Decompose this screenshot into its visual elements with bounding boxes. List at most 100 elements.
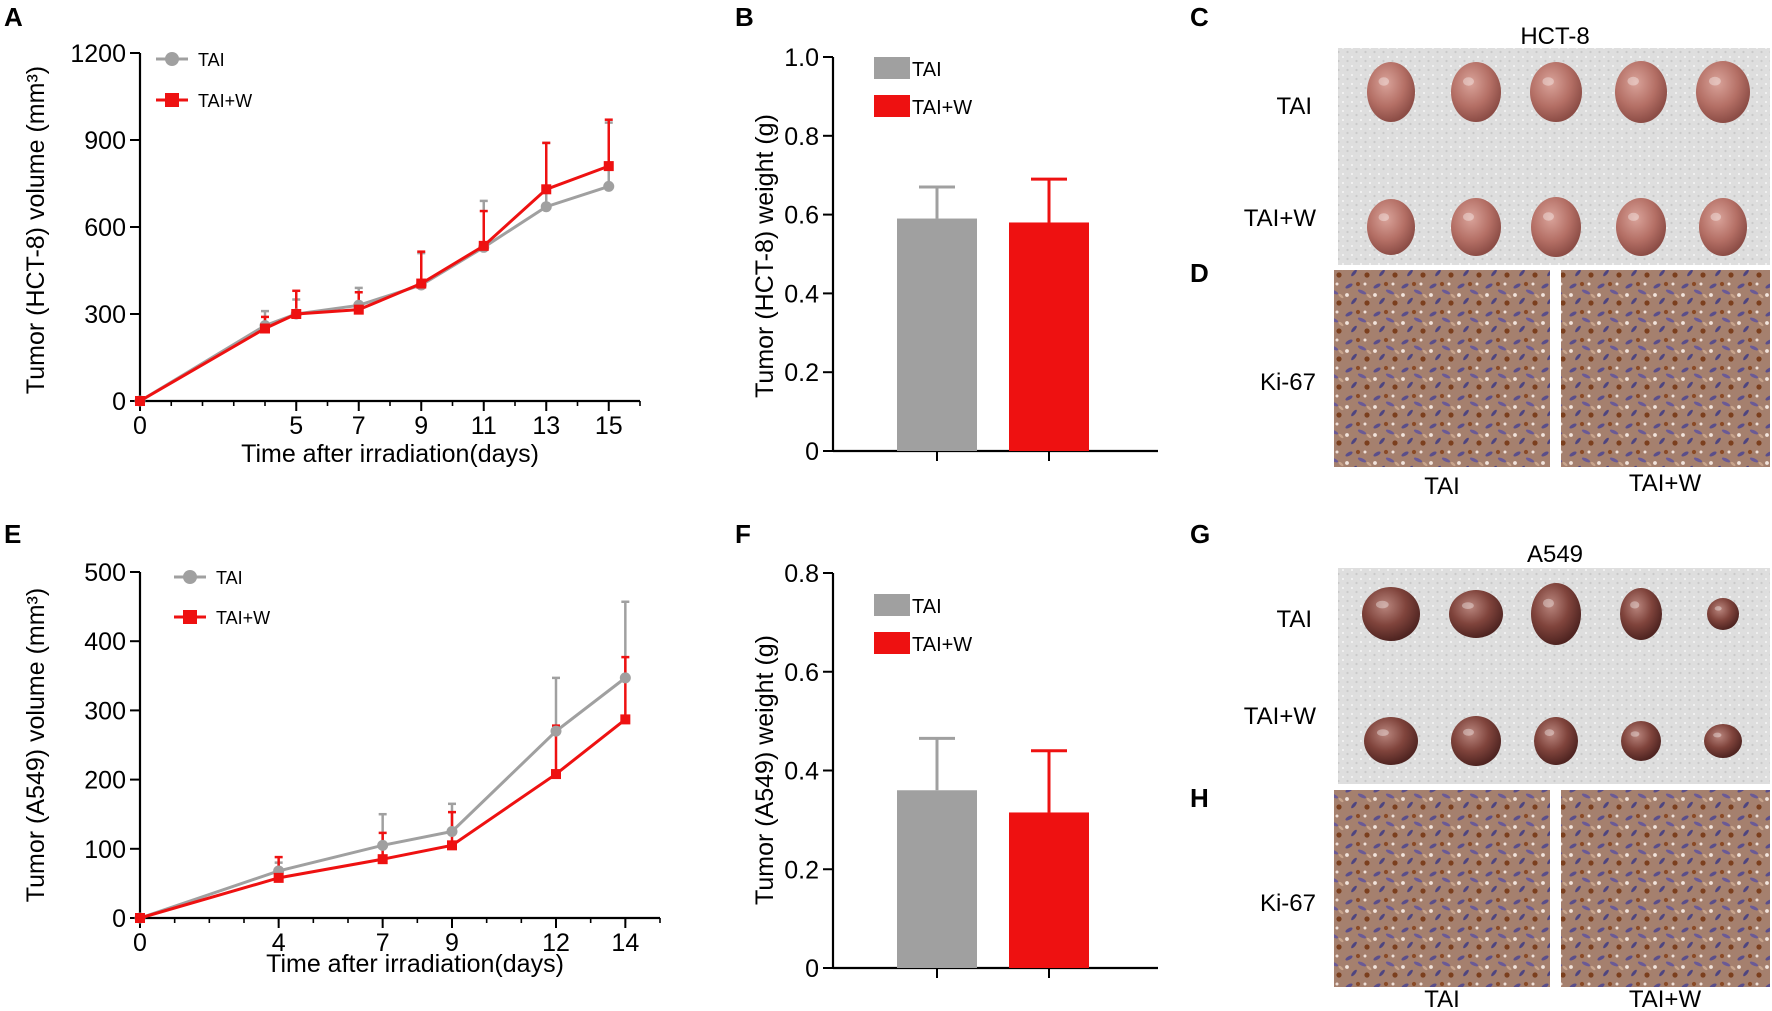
photo-g-title: A549	[1527, 541, 1583, 568]
chart-a-ylabel: Tumor (HCT-8) volume (mm³)	[22, 66, 50, 394]
chart-e-point-taiw	[135, 913, 145, 923]
chart-e-y-tick-label: 300	[84, 697, 126, 725]
photo-h-label-tai: TAI	[1424, 986, 1460, 1011]
chart-f-a549-weight: 0 0.2 0.4 0.6 0.8 Tumor (A549) weight (g) TA…	[751, 560, 1158, 983]
legend-e-taiw-marker	[183, 610, 197, 624]
tumor-highlight	[1542, 77, 1554, 86]
chart-a-xlabel: Time after irradiation(days)	[241, 440, 539, 468]
chart-e-point-tai	[446, 826, 458, 837]
photo-c-title: HCT-8	[1520, 23, 1589, 50]
chart-b-hct8-weight: 0 0.2 0.4 0.6 0.8 1.0 Tumor (HCT-8) weight (g…	[751, 44, 1158, 466]
photo-g-row-label-tai: TAI	[1276, 606, 1312, 633]
photo-d-ki67-ihc: Ki-67 TAI TAI+W	[1260, 270, 1770, 500]
tumor-highlight	[1463, 77, 1474, 86]
chart-e-ylabel: Tumor (A549) volume (mm³)	[22, 588, 50, 902]
chart-e-legend: TAI TAI+W	[174, 568, 270, 628]
chart-a-x-tick-label: 0	[133, 412, 147, 440]
chart-b-plot: 0 0.2 0.4 0.6 0.8 1.0	[784, 44, 1158, 466]
tumor-highlight	[1461, 602, 1474, 609]
chart-a-y-tick-label: 300	[84, 301, 126, 329]
chart-e-series-tai-line	[139, 676, 627, 920]
panel-letter-b: B	[735, 2, 754, 32]
tumor-specimen	[1531, 583, 1581, 645]
chart-a-plot: 0 5 7 9 11 13 15 0 300 600 900 1200	[70, 40, 641, 440]
chart-f-legend: TAI TAI+W	[874, 594, 972, 656]
chart-b-y-tick-label: 0.4	[784, 280, 819, 308]
photo-g-tumor-group	[1362, 583, 1742, 766]
photo-c-row-label-taiw: TAI+W	[1244, 205, 1317, 232]
tumor-specimen	[1367, 62, 1415, 122]
photo-d-side-label: Ki-67	[1260, 369, 1316, 396]
chart-e-point-tai	[619, 672, 631, 684]
legend-tai-marker	[165, 52, 179, 66]
tumor-specimen	[1449, 590, 1503, 638]
photo-c-hct8-tumors: HCT-8 TAI TAI+W	[1244, 23, 1770, 265]
chart-a-series-tai-line	[139, 184, 610, 403]
chart-e-y-tick-label: 500	[84, 559, 126, 587]
tumor-highlight	[1376, 729, 1389, 736]
legend-e-taiw-label: TAI+W	[216, 608, 270, 628]
tumor-highlight	[1714, 606, 1722, 611]
chart-a-y-tick-label: 1200	[70, 40, 126, 68]
chart-a-x-tick-label: 7	[352, 412, 366, 440]
tumor-highlight	[1378, 213, 1390, 222]
tumor-highlight	[1375, 600, 1389, 609]
photo-h-ihc-taiw	[1561, 790, 1770, 987]
tumor-highlight	[1630, 731, 1640, 737]
chart-a-x-tick-label: 13	[532, 412, 560, 440]
chart-e-x-tick-label: 7	[376, 929, 390, 957]
tumor-specimen	[1621, 721, 1661, 761]
chart-a-y-tick-label: 600	[84, 214, 126, 242]
tumor-specimen	[1362, 587, 1420, 641]
panel-letter-e: E	[4, 519, 21, 549]
chart-a-point-taiw	[135, 396, 145, 406]
chart-b-y-tick-label: 1.0	[784, 44, 819, 72]
chart-e-x-tick-label: 0	[133, 929, 147, 957]
chart-a-point-tai	[603, 180, 615, 192]
photo-c-tumor-group	[1367, 61, 1750, 257]
chart-e-y-tick-label: 400	[84, 628, 126, 656]
tumor-highlight	[1708, 76, 1721, 86]
legend-taiw-marker	[165, 93, 179, 107]
chart-a-x-tick-label: 9	[414, 412, 428, 440]
tumor-specimen	[1704, 724, 1742, 758]
chart-a-x-tick-label: 5	[289, 412, 303, 440]
tumor-highlight	[1378, 77, 1390, 86]
tumor-specimen	[1707, 598, 1739, 630]
chart-e-point-taiw	[273, 872, 284, 883]
tumor-highlight	[1628, 212, 1639, 221]
tumor-highlight	[1713, 732, 1722, 738]
photo-g-row-label-taiw: TAI+W	[1244, 703, 1317, 730]
tumor-specimen	[1451, 198, 1501, 256]
chart-e-y-tick-label: 100	[84, 836, 126, 864]
chart-f-ylabel: Tumor (A549) weight (g)	[751, 635, 779, 905]
legend-e-tai-marker	[183, 570, 197, 584]
panel-letter-a: A	[4, 2, 23, 32]
chart-e-x-tick-label: 14	[611, 929, 639, 957]
tumor-specimen	[1364, 717, 1418, 765]
chart-e-x-tick-label: 12	[542, 929, 570, 957]
photo-h-ki67-ihc: Ki-67 TAI TAI+W	[1260, 790, 1770, 1011]
legend-taiw-label: TAI+W	[198, 91, 252, 111]
legend-f-tai-label: TAI	[912, 596, 942, 618]
chart-b-bar-tai	[897, 218, 977, 451]
chart-a-point-taiw	[603, 161, 614, 172]
chart-a-point-taiw	[291, 309, 302, 319]
panel-letter-d: D	[1190, 258, 1209, 288]
photo-d-label-taiw: TAI+W	[1629, 470, 1702, 497]
chart-a-x-tick-label: 15	[595, 412, 623, 440]
chart-e-plot: 0 4 7 9 12 14 0 100 200 300 400 500	[84, 559, 661, 957]
chart-b-y-tick-label: 0	[805, 438, 819, 466]
chart-b-bar-taiw	[1009, 222, 1089, 451]
tumor-specimen	[1534, 717, 1578, 765]
chart-b-legend: TAI TAI+W	[874, 57, 972, 119]
chart-e-xlabel: Time after irradiation(days)	[266, 950, 564, 978]
tumor-specimen	[1696, 61, 1750, 123]
chart-f-plot: 0 0.2 0.4 0.6 0.8	[784, 560, 1158, 983]
chart-e-point-taiw	[447, 840, 457, 851]
chart-e-series-taiw-line	[139, 718, 627, 920]
photo-g-a549-tumors: A549 TAI TAI+W	[1244, 541, 1770, 784]
photo-h-label-taiw: TAI+W	[1629, 986, 1702, 1011]
legend-e-tai-label: TAI	[216, 568, 243, 588]
